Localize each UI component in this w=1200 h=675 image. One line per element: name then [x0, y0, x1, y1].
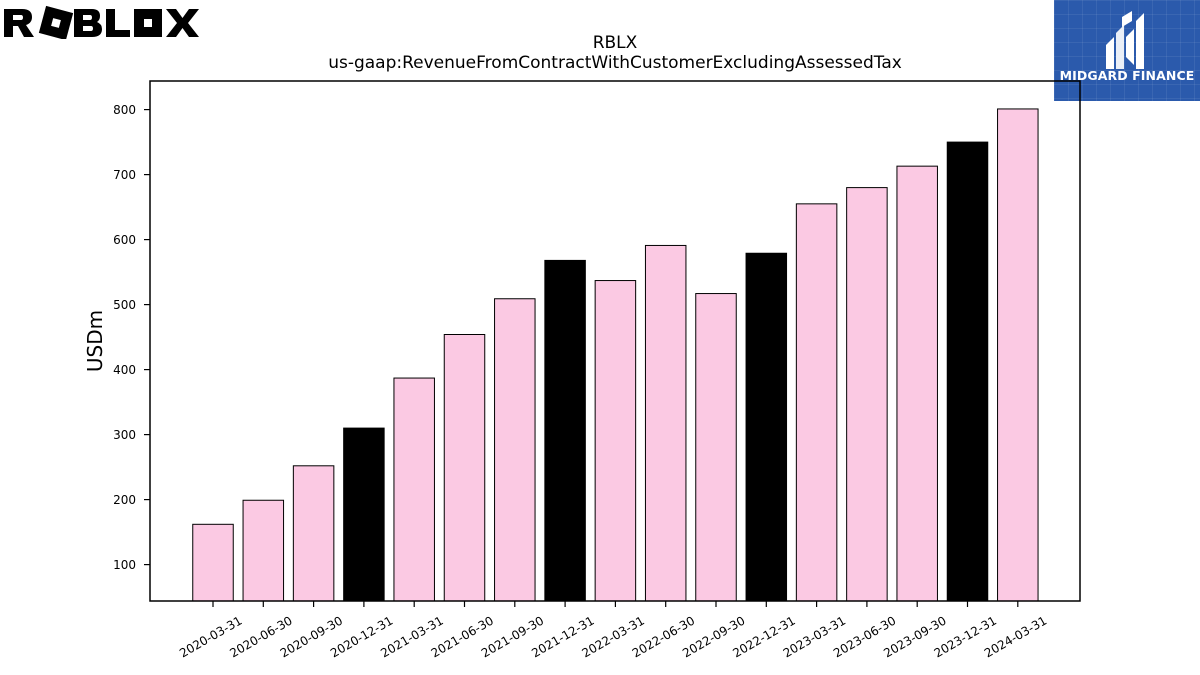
y-tick-label: 700: [113, 168, 136, 182]
bar-2023-09-30: [896, 165, 938, 602]
bar-2022-03-31: [594, 280, 637, 602]
bar-2022-09-30: [695, 293, 737, 602]
bar-2020-12-31: [343, 427, 385, 602]
bar-2021-06-30: [443, 334, 486, 602]
bar-2022-06-30: [644, 244, 687, 602]
chart-subtitle: us-gaap:RevenueFromContractWithCustomerE…: [328, 53, 902, 73]
midgard-finance-name: MIDGARD FINANCE: [1059, 68, 1195, 83]
bar-2022-12-31: [745, 252, 788, 602]
plot-frame: [149, 80, 1081, 602]
y-tick-label: 100: [113, 558, 136, 572]
y-tick-label: 500: [113, 298, 136, 312]
y-tick-label: 400: [113, 363, 136, 377]
bar-2021-03-31: [393, 377, 435, 602]
bar-2023-12-31: [946, 141, 989, 602]
bar-2021-12-31: [544, 259, 586, 602]
y-tick-label: 600: [113, 233, 136, 247]
y-axis-ticks: 100 200 300 400 500 600 700 800: [113, 103, 150, 572]
y-tick-label: 300: [113, 428, 136, 442]
bar-2020-09-30: [292, 465, 335, 602]
bar-2023-06-30: [846, 187, 888, 602]
bar-2021-09-30: [494, 298, 536, 602]
y-tick-label: 800: [113, 103, 136, 117]
x-axis-ticks: 2020-03-312020-06-302020-09-302020-12-31…: [177, 601, 1049, 660]
y-axis-label: USDm: [83, 310, 107, 372]
chart-title: RBLX: [593, 33, 638, 53]
bar-2024-03-31: [997, 108, 1039, 602]
bar-2020-03-31: [192, 523, 234, 602]
bar-2023-03-31: [795, 203, 838, 602]
roblox-logo: [4, 5, 199, 39]
bar-series: [192, 108, 1039, 602]
bar-2020-06-30: [242, 499, 285, 602]
midgard-finance-logo: MIDGARD FINANCE: [1054, 0, 1200, 101]
y-tick-label: 200: [113, 493, 136, 507]
midgard-emblem-icon: [1106, 11, 1144, 69]
